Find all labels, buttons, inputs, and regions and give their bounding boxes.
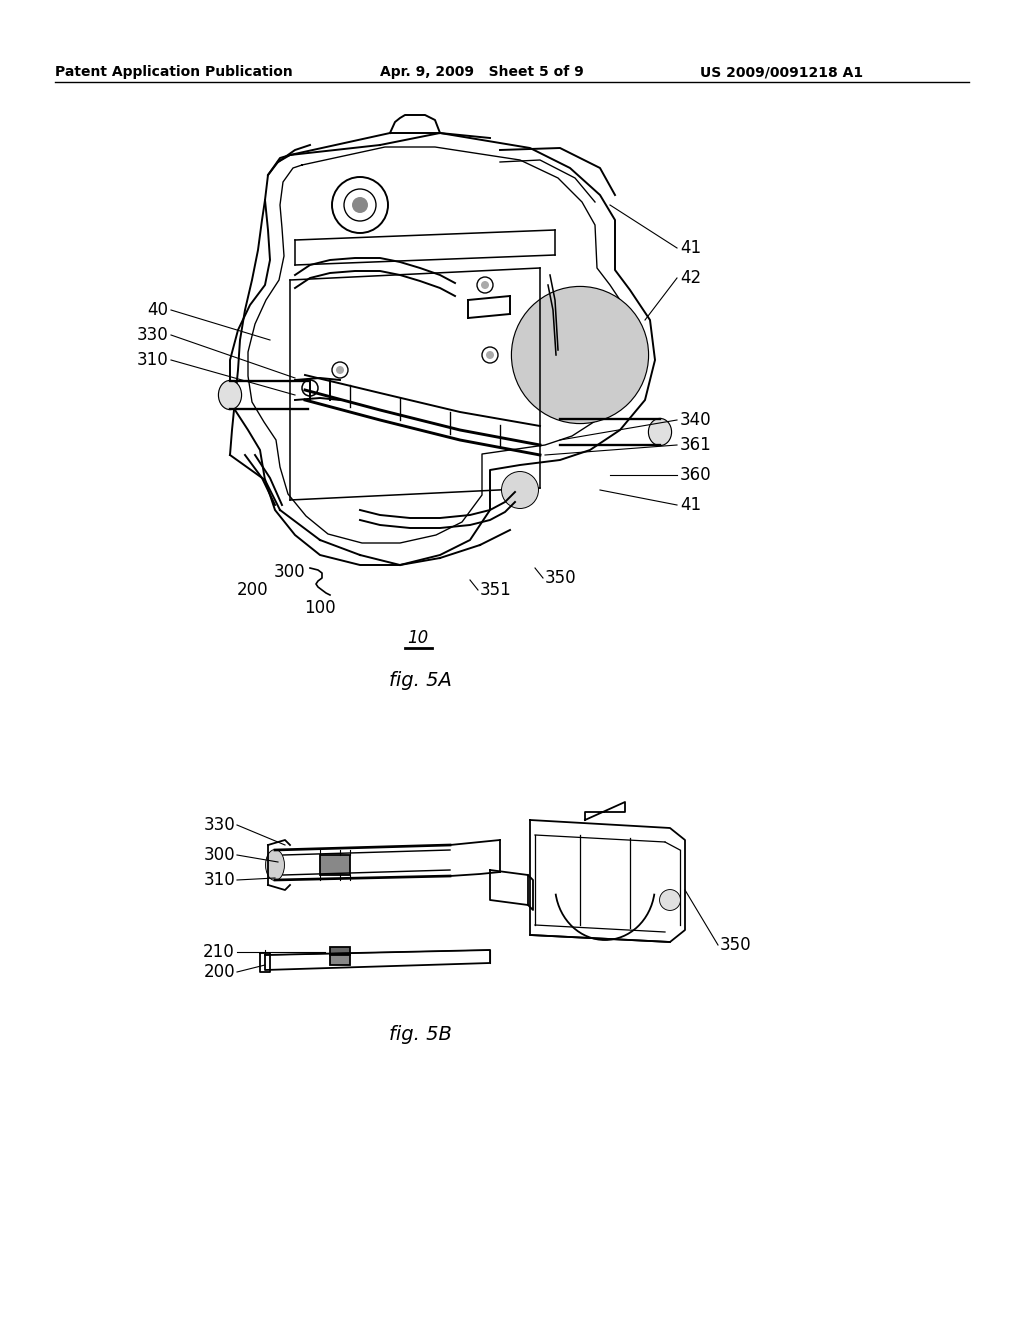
Text: Patent Application Publication: Patent Application Publication bbox=[55, 65, 293, 79]
Text: 200: 200 bbox=[204, 964, 234, 981]
Text: 350: 350 bbox=[720, 936, 752, 954]
Text: 42: 42 bbox=[680, 269, 701, 286]
Circle shape bbox=[660, 890, 680, 909]
Circle shape bbox=[486, 351, 494, 359]
Text: Apr. 9, 2009   Sheet 5 of 9: Apr. 9, 2009 Sheet 5 of 9 bbox=[380, 65, 584, 79]
Circle shape bbox=[512, 286, 648, 422]
Text: 360: 360 bbox=[680, 466, 712, 484]
Text: 350: 350 bbox=[545, 569, 577, 587]
Ellipse shape bbox=[649, 418, 671, 445]
Text: US 2009/0091218 A1: US 2009/0091218 A1 bbox=[700, 65, 863, 79]
Circle shape bbox=[352, 197, 368, 213]
Ellipse shape bbox=[266, 850, 284, 880]
Text: 41: 41 bbox=[680, 239, 701, 257]
Text: 41: 41 bbox=[680, 496, 701, 513]
Text: 361: 361 bbox=[680, 436, 712, 454]
FancyBboxPatch shape bbox=[319, 855, 350, 875]
Text: 300: 300 bbox=[273, 564, 305, 581]
Circle shape bbox=[336, 366, 344, 374]
Text: 210: 210 bbox=[203, 942, 234, 961]
Circle shape bbox=[502, 473, 538, 508]
Text: fig. 5A: fig. 5A bbox=[388, 671, 452, 689]
Text: 351: 351 bbox=[480, 581, 512, 599]
Text: 310: 310 bbox=[203, 871, 234, 888]
Text: 300: 300 bbox=[204, 846, 234, 865]
Text: 310: 310 bbox=[136, 351, 168, 370]
Ellipse shape bbox=[219, 381, 241, 409]
Circle shape bbox=[481, 281, 489, 289]
Text: 330: 330 bbox=[203, 816, 234, 834]
Text: fig. 5B: fig. 5B bbox=[388, 1026, 452, 1044]
Text: 330: 330 bbox=[136, 326, 168, 345]
Text: 340: 340 bbox=[680, 411, 712, 429]
Text: 200: 200 bbox=[237, 581, 268, 599]
Text: 10: 10 bbox=[408, 630, 429, 647]
FancyBboxPatch shape bbox=[330, 954, 350, 965]
FancyBboxPatch shape bbox=[330, 946, 350, 954]
Text: 40: 40 bbox=[147, 301, 168, 319]
Text: 100: 100 bbox=[304, 599, 336, 616]
